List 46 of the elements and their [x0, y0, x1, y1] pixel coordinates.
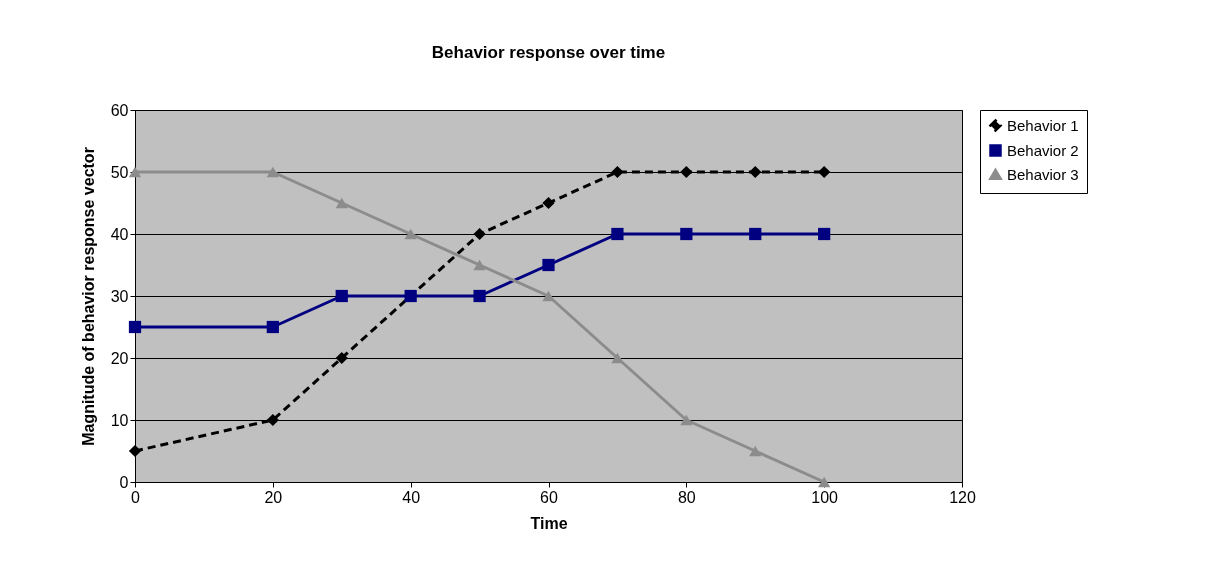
point [818, 165, 831, 179]
point [473, 289, 486, 303]
point [749, 227, 762, 241]
y-tick-label: 30 [110, 287, 129, 305]
point [335, 197, 348, 209]
x-tick-label: 120 [949, 488, 976, 506]
x-tick-label: 60 [540, 488, 558, 506]
point [542, 258, 555, 272]
y-tick-label: 50 [110, 163, 129, 181]
legend-label: Behavior 3 [1007, 165, 1079, 183]
point [335, 289, 348, 303]
point [335, 351, 348, 365]
point [128, 320, 142, 334]
point [749, 165, 762, 179]
y-tick-label: 20 [110, 349, 129, 367]
point [128, 444, 142, 458]
legend-label: Behavior 1 [1007, 116, 1079, 134]
point [680, 165, 693, 179]
chart-title: Behavior response over time [431, 43, 666, 62]
point [404, 228, 417, 240]
point [473, 259, 486, 271]
point [473, 227, 486, 241]
x-tick-label: 0 [131, 488, 141, 506]
x-tick-label: 20 [264, 488, 283, 506]
point [680, 227, 693, 241]
x-tick-label: 100 [811, 488, 839, 506]
point [680, 414, 693, 426]
y-tick-label: 10 [110, 411, 129, 429]
point [818, 476, 831, 488]
point [266, 166, 279, 178]
point [266, 413, 279, 427]
point [611, 165, 624, 179]
point [611, 227, 624, 241]
y-tick-label: 60 [110, 101, 129, 119]
legend-label: Behavior 2 [1007, 141, 1079, 159]
x-tick-label: 40 [402, 488, 421, 506]
point [818, 227, 831, 241]
x-tick-label: 80 [677, 488, 696, 506]
y-tick-label: 0 [119, 473, 129, 491]
point [266, 320, 279, 334]
point [128, 166, 142, 178]
y-tick-label: 40 [110, 225, 129, 243]
x-axis-title: Time [530, 514, 568, 532]
point [542, 196, 555, 210]
y-axis-title: Magnitude of behavior response vector [79, 147, 97, 446]
point [749, 445, 762, 457]
